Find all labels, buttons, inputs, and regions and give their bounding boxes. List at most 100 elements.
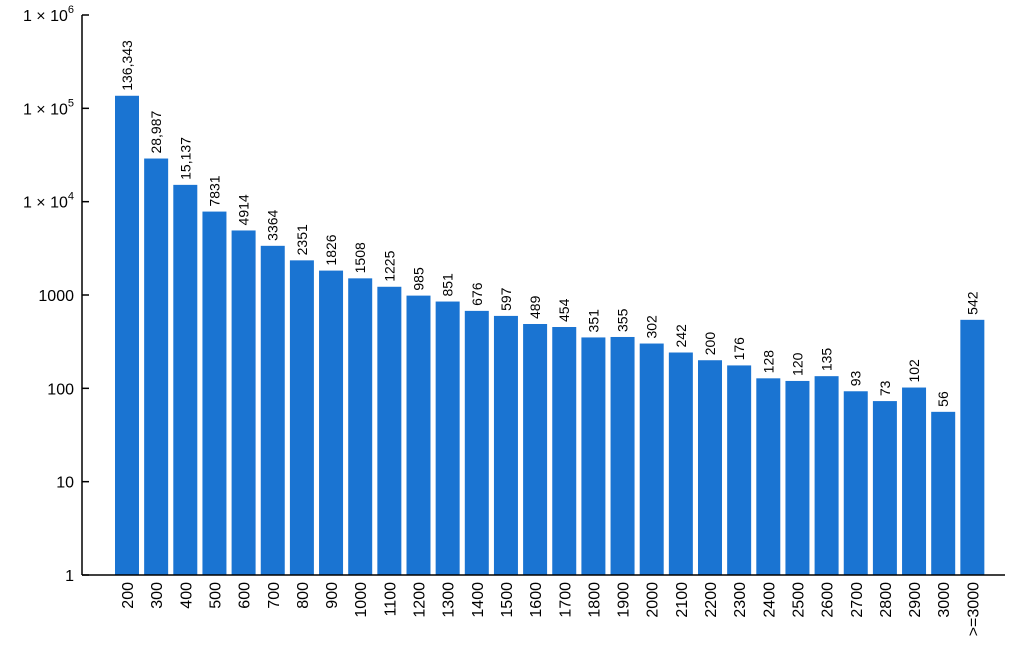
data-label: 102 — [906, 359, 922, 383]
x-tick-label: 3000 — [936, 582, 953, 618]
bar — [377, 286, 402, 575]
data-label: 302 — [644, 315, 660, 339]
bar — [144, 158, 169, 575]
x-tick-label: 1200 — [412, 582, 429, 618]
x-tick-label: 1700 — [557, 582, 574, 618]
bar — [872, 401, 897, 575]
data-label: 3364 — [265, 209, 281, 240]
x-tick-label: 700 — [266, 582, 283, 609]
data-label: 15,137 — [177, 137, 193, 180]
x-tick-label: 2000 — [645, 582, 662, 618]
bar — [319, 270, 344, 575]
x-tick-label: 2200 — [703, 582, 720, 618]
x-tick-label: 1100 — [382, 582, 399, 617]
data-label: 28,987 — [148, 110, 164, 153]
bar — [960, 319, 985, 575]
bar — [785, 380, 810, 575]
data-label: 4914 — [236, 194, 252, 225]
y-tick-label: 1 × 104 — [23, 191, 74, 212]
x-tick-label: 1000 — [353, 582, 370, 618]
x-tick-label: 500 — [207, 582, 224, 609]
x-axis-ticks: 200 300 400 500 600 700 800 900 1000 1100 1200 1300… — [120, 582, 982, 636]
x-tick-label: 200 — [120, 582, 137, 609]
bar — [493, 315, 518, 575]
data-label: 985 — [411, 267, 427, 291]
x-tick-label: >=3000 — [965, 582, 982, 636]
bar — [231, 230, 256, 575]
data-label: 1826 — [323, 234, 339, 265]
data-label: 1508 — [352, 242, 368, 273]
data-label: 351 — [585, 309, 601, 333]
x-tick-label: 800 — [295, 582, 312, 609]
data-labels: 136,343 28,987 15,137 7831 4914 3364 2351 1826 1… — [119, 40, 980, 407]
data-label: 56 — [935, 391, 951, 407]
data-label: 128 — [760, 350, 776, 374]
y-tick-label: 1000 — [38, 288, 74, 305]
data-label: 489 — [527, 295, 543, 319]
data-label: 73 — [877, 380, 893, 396]
bar — [668, 352, 693, 575]
data-label: 120 — [789, 352, 805, 376]
x-tick-label: 1400 — [470, 582, 487, 618]
bar — [289, 260, 314, 575]
bar — [464, 310, 489, 575]
x-tick-label: 400 — [178, 582, 195, 609]
data-label: 176 — [731, 337, 747, 361]
x-tick-label: 2100 — [674, 582, 691, 618]
bar — [727, 365, 752, 575]
data-label: 597 — [498, 287, 514, 311]
bar — [581, 337, 606, 575]
bar — [610, 336, 635, 575]
bar — [260, 245, 285, 575]
x-tick-label: 1800 — [586, 582, 603, 618]
data-label: 93 — [848, 370, 864, 386]
bar — [931, 411, 956, 575]
data-label: 242 — [673, 324, 689, 348]
bar — [814, 376, 839, 575]
data-label: 355 — [615, 308, 631, 332]
x-tick-label: 900 — [324, 582, 341, 609]
bar — [698, 360, 722, 575]
bar — [523, 323, 548, 575]
bars — [115, 95, 985, 575]
x-tick-label: 2900 — [907, 582, 924, 618]
data-label: 454 — [556, 298, 572, 322]
bar — [173, 184, 198, 575]
y-tick-label: 1 × 105 — [23, 97, 74, 118]
x-tick-label: 2800 — [878, 582, 895, 618]
x-tick-label: 1500 — [499, 582, 516, 618]
x-tick-label: 2500 — [790, 582, 807, 618]
data-label: 1225 — [381, 250, 397, 281]
bar — [756, 378, 781, 575]
bar — [435, 301, 460, 575]
x-tick-label: 2300 — [732, 582, 749, 618]
bar — [843, 391, 868, 575]
bar — [639, 343, 664, 575]
data-label: 200 — [702, 332, 718, 356]
y-tick-label: 100 — [47, 381, 74, 398]
bar — [202, 211, 227, 575]
bar — [406, 295, 431, 575]
bar — [115, 95, 139, 575]
bar — [552, 327, 577, 575]
data-label: 136,343 — [119, 40, 135, 91]
x-tick-label: 1600 — [528, 582, 545, 618]
y-tick-label: 10 — [56, 475, 74, 492]
y-tick-label: 1 × 106 — [23, 4, 74, 25]
x-tick-label: 2700 — [849, 582, 866, 618]
x-tick-label: 1300 — [441, 582, 458, 618]
x-tick-label: 1900 — [616, 582, 633, 618]
data-label: 2351 — [294, 224, 310, 255]
x-tick-label: 2600 — [820, 582, 837, 618]
x-tick-label: 300 — [149, 582, 166, 609]
bar — [348, 278, 373, 575]
data-label: 851 — [440, 273, 456, 297]
data-label: 7831 — [206, 175, 222, 206]
data-label: 676 — [469, 282, 485, 306]
y-tick-label: 1 — [65, 568, 74, 585]
x-tick-label: 600 — [237, 582, 254, 609]
data-label: 542 — [964, 291, 980, 315]
y-axis-ticks: 1 10 100 1000 1 × 104 1 × 105 1 × 106 — [23, 4, 89, 585]
bar — [902, 387, 927, 575]
